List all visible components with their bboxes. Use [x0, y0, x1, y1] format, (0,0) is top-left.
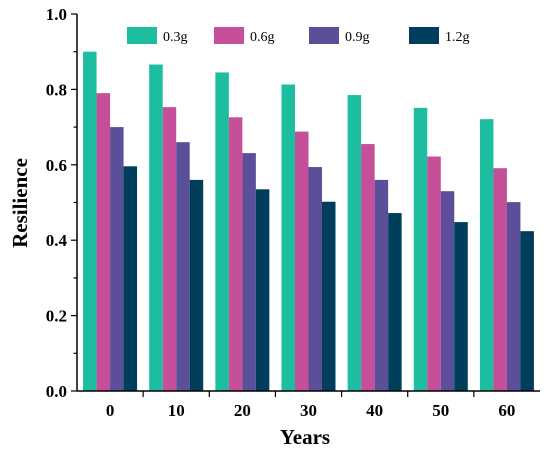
y-axis-title: Resilience [8, 158, 32, 248]
legend-label-1.2g: 1.2g [445, 30, 470, 45]
bar-0.3g-40 [347, 95, 362, 391]
x-tick-label: 0 [106, 401, 115, 420]
bar-0.9g-20 [242, 153, 256, 391]
legend-swatch-0.3g [127, 27, 157, 44]
bar-0.6g-50 [427, 156, 441, 391]
bar-0.3g-30 [281, 84, 295, 391]
bar-0.3g-60 [479, 119, 494, 392]
y-tick-label: 0.6 [46, 156, 67, 175]
bar-1.2g-50 [454, 222, 468, 391]
bar-0.6g-0 [96, 93, 111, 392]
bar-1.2g-0 [123, 166, 138, 391]
legend-label-0.9g: 0.9g [345, 30, 370, 45]
legend-swatch-1.2g [409, 27, 439, 44]
x-tick-label: 30 [300, 401, 317, 420]
bar-0.9g-60 [506, 202, 521, 391]
x-tick-label: 60 [498, 401, 515, 420]
legend-swatch-0.6g [214, 27, 244, 44]
axes-group: 0.0 0.2 0.4 0.6 0.8 1.0 0 10 20 30 40 50 60 [46, 5, 540, 420]
bar-0.3g-10 [149, 64, 163, 392]
bar-0.6g-60 [493, 168, 507, 391]
bar-0.9g-50 [440, 191, 455, 391]
bar-0.6g-30 [295, 131, 309, 391]
bar-0.9g-10 [176, 142, 190, 391]
bars-group [83, 51, 534, 392]
y-tick-label: 0.2 [46, 307, 67, 326]
bar-1.2g-40 [388, 213, 402, 391]
y-tick-label: 1.0 [46, 5, 67, 24]
legend-label-0.6g: 0.6g [250, 30, 275, 45]
bar-1.2g-30 [322, 201, 336, 391]
x-axis-title: Years [280, 425, 330, 449]
x-tick-label: 40 [366, 401, 383, 420]
legend: 0.3g 0.6g 0.9g 1.2g [127, 27, 470, 45]
bar-1.2g-20 [255, 189, 270, 391]
bar-1.2g-60 [520, 231, 534, 391]
x-tick-label: 10 [168, 401, 185, 420]
y-tick-label: 0.0 [46, 382, 67, 401]
bar-0.6g-20 [228, 117, 243, 392]
bar-0.6g-10 [162, 107, 177, 392]
bar-0.3g-20 [215, 72, 229, 391]
y-tick-label: 0.8 [46, 80, 67, 99]
bar-0.3g-50 [413, 107, 428, 392]
bar-1.2g-10 [189, 179, 204, 391]
x-tick-label: 20 [234, 401, 251, 420]
bar-0.9g-30 [308, 167, 322, 391]
bar-0.9g-40 [374, 179, 389, 391]
legend-label-0.3g: 0.3g [163, 30, 188, 45]
bar-0.3g-0 [83, 51, 97, 391]
x-tick-label: 50 [432, 401, 449, 420]
legend-swatch-0.9g [309, 27, 339, 44]
y-tick-label: 0.4 [46, 231, 68, 250]
bar-0.6g-40 [361, 144, 375, 391]
bar-0.9g-0 [110, 127, 124, 391]
